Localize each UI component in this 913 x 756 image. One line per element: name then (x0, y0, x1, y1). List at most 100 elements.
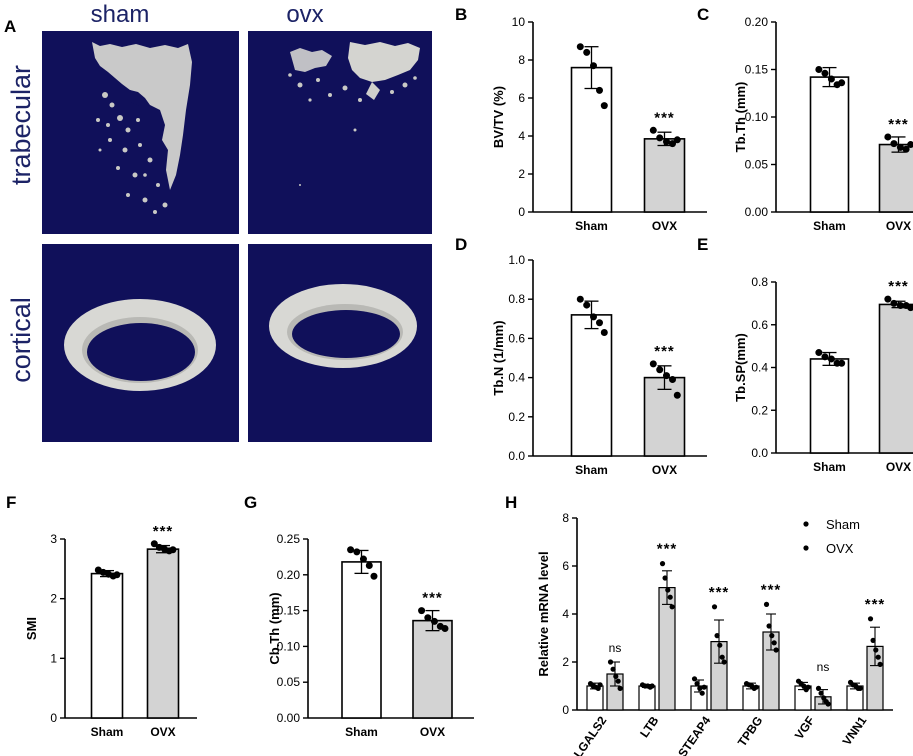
image-sham-cortical (42, 244, 239, 442)
significance-marker: ns (609, 641, 622, 655)
y-tick-label: 0.2 (751, 403, 768, 417)
y-tick-label: 0.6 (751, 318, 768, 332)
data-point (662, 575, 668, 581)
data-point (827, 355, 835, 363)
data-point (701, 684, 707, 690)
data-point (907, 304, 913, 312)
bar-sham (809, 76, 850, 213)
x-tick-label: LTB (637, 713, 662, 740)
significance-marker: *** (761, 581, 782, 598)
significance-marker: *** (654, 343, 675, 360)
data-point (441, 625, 449, 632)
data-point (576, 43, 584, 51)
row-label-cortical: cortical (6, 297, 36, 383)
data-point (815, 685, 822, 692)
x-tick-label: VGF (792, 714, 818, 742)
panel-label: H (505, 493, 517, 512)
y-tick-label: 8 (518, 53, 525, 67)
y-tick-label: 2 (518, 167, 525, 181)
panel-label: G (244, 493, 257, 512)
y-tick-label: 0.00 (277, 711, 301, 725)
data-point (600, 329, 608, 337)
data-point (877, 661, 883, 668)
significance-marker: *** (657, 541, 678, 558)
data-point (590, 313, 597, 321)
data-point (896, 302, 904, 310)
x-tick-label: OVX (886, 460, 911, 474)
data-point (821, 69, 829, 77)
y-tick-label: 4 (518, 129, 525, 143)
x-tick-label: OVX (652, 463, 677, 477)
data-point (607, 659, 614, 665)
y-axis-label: Relative mRNA level (536, 551, 551, 676)
data-point (805, 684, 811, 690)
data-point (769, 633, 775, 639)
significance-marker: *** (888, 116, 909, 133)
data-point (694, 681, 700, 687)
data-point (613, 673, 619, 680)
data-point (719, 654, 725, 660)
bar-ovx (643, 138, 686, 213)
chart-panel-g: 0.00 0.05 0.10 0.15 0.20 0.25 Cb.Th (mm) G Sham O… (244, 493, 474, 739)
data-point (424, 614, 432, 622)
x-tick-label: Sham (575, 463, 608, 477)
panel-label-a: A (4, 17, 16, 36)
data-point (649, 683, 655, 689)
y-tick-label: 3 (50, 532, 57, 546)
data-point (711, 604, 718, 610)
y-tick-label: 1.0 (508, 253, 525, 267)
data-point (649, 360, 657, 368)
y-tick-label: 0.4 (508, 371, 525, 385)
data-point (669, 604, 675, 610)
chart-panel-h: 0 2 4 6 8 Relative mRNA level H LGALS2 ns LTB *** S… (505, 493, 893, 756)
data-point (667, 594, 673, 600)
y-tick-label: 2 (50, 592, 57, 606)
data-point (665, 587, 671, 593)
chart-panel-e: 0.0 0.2 0.4 0.6 0.8 Tb.SP(mm) E Sham OVX *** (697, 235, 913, 474)
data-point (818, 690, 824, 696)
data-point (827, 75, 835, 83)
bar-ovx (878, 303, 913, 454)
data-point (815, 349, 823, 357)
data-point (669, 376, 676, 384)
data-point (669, 140, 676, 148)
x-tick-label: OVX (150, 725, 175, 739)
y-axis-label: Tb.Th (mm) (733, 82, 748, 153)
panel-label: D (455, 235, 467, 254)
x-tick-label: Sham (575, 219, 608, 233)
y-tick-label: 1 (50, 651, 57, 665)
data-point (763, 601, 770, 608)
data-point (359, 555, 367, 563)
column-label-ovx: ovx (286, 1, 323, 28)
data-point (99, 568, 107, 576)
data-point (815, 66, 823, 73)
panel-label: E (697, 235, 708, 254)
data-point (576, 295, 584, 303)
data-point (753, 684, 759, 690)
data-point (699, 690, 705, 696)
data-point (656, 366, 664, 374)
data-point (867, 616, 874, 622)
legend-label-ovx: OVX (826, 541, 854, 556)
y-tick-label: 0.10 (745, 110, 769, 124)
data-point (884, 295, 892, 303)
column-label-sham: sham (91, 1, 150, 28)
x-tick-label: OVX (420, 725, 445, 739)
data-point (825, 701, 831, 707)
panel-label: C (697, 5, 709, 24)
y-tick-label: 0.2 (508, 410, 525, 424)
significance-marker: *** (709, 584, 730, 601)
data-point (773, 647, 779, 653)
data-point (663, 372, 670, 380)
data-point (583, 48, 591, 56)
bar-ovx (643, 376, 686, 457)
data-point (890, 299, 898, 307)
data-point (113, 571, 121, 579)
x-tick-label: LGALS2 (571, 713, 610, 756)
y-tick-label: 0.15 (277, 604, 301, 618)
bar-sham (570, 314, 613, 457)
significance-marker: *** (865, 596, 886, 613)
data-point (656, 134, 664, 142)
y-tick-label: 2 (562, 655, 569, 669)
